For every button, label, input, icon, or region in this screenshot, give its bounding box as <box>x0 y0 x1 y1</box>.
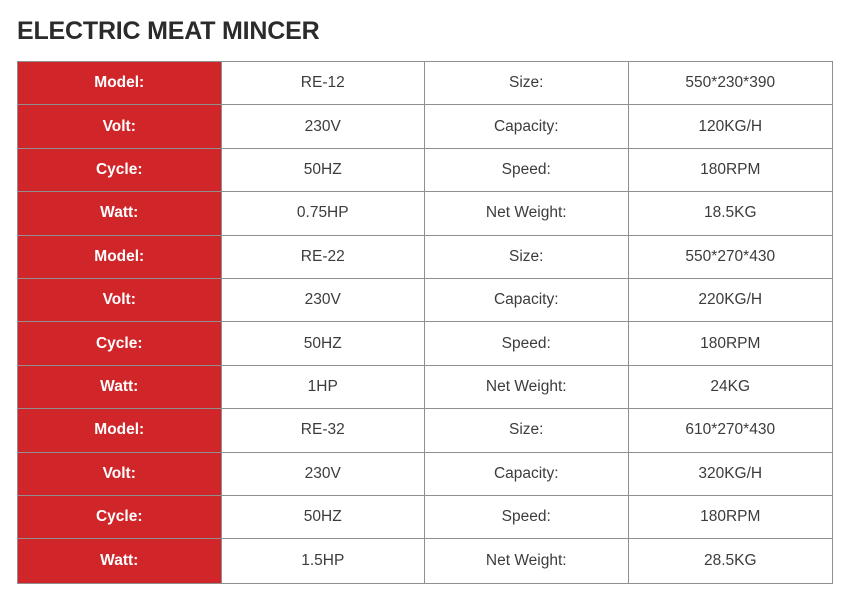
spec-value-cell: 50HZ <box>221 148 425 193</box>
spec-label-cell: Size: <box>425 235 629 279</box>
spec-value-cell: 50HZ <box>221 322 425 366</box>
spec-value-cell: RE-12 <box>221 62 425 106</box>
spec-label-cell: Volt: <box>18 105 222 149</box>
spec-label-cell: Model: <box>18 235 222 279</box>
spec-label-cell: Model: <box>18 62 222 106</box>
spec-table: Model: RE-12 Size: 550*230*390 Volt: 230… <box>17 61 833 584</box>
spec-value-cell: 220KG/H <box>628 278 832 323</box>
spec-label-cell: Capacity: <box>425 452 629 496</box>
table-row: Watt: 0.75HP Net Weight: 18.5KG <box>18 192 832 236</box>
spec-value-cell: 230V <box>221 452 425 496</box>
spec-label-cell: Watt: <box>18 365 222 410</box>
spec-value-cell: 0.75HP <box>221 192 425 236</box>
spec-label-cell: Net Weight: <box>425 192 629 236</box>
spec-label-cell: Cycle: <box>18 148 222 193</box>
table-row: Cycle: 50HZ Speed: 180RPM <box>18 322 832 366</box>
table-row: Cycle: 50HZ Speed: 180RPM <box>18 148 832 193</box>
spec-value-cell: 550*230*390 <box>628 62 832 106</box>
spec-value-cell: RE-32 <box>221 409 425 453</box>
spec-label-cell: Model: <box>18 409 222 453</box>
spec-value-cell: 18.5KG <box>628 192 832 236</box>
spec-label-cell: Net Weight: <box>425 365 629 410</box>
spec-value-cell: 24KG <box>628 365 832 410</box>
spec-value-cell: 320KG/H <box>628 452 832 496</box>
table-row: Model: RE-22 Size: 550*270*430 <box>18 235 832 279</box>
spec-label-cell: Watt: <box>18 192 222 236</box>
spec-value-cell: 1HP <box>221 365 425 410</box>
spec-label-cell: Cycle: <box>18 495 222 540</box>
spec-label-cell: Volt: <box>18 452 222 496</box>
spec-value-cell: 180RPM <box>628 495 832 540</box>
spec-label-cell: Speed: <box>425 322 629 366</box>
table-row: Watt: 1HP Net Weight: 24KG <box>18 365 832 410</box>
spec-value-cell: 550*270*430 <box>628 235 832 279</box>
spec-value-cell: 180RPM <box>628 148 832 193</box>
table-row: Volt: 230V Capacity: 320KG/H <box>18 452 832 496</box>
spec-label-cell: Capacity: <box>425 278 629 323</box>
spec-label-cell: Size: <box>425 409 629 453</box>
spec-value-cell: 1.5HP <box>221 539 425 583</box>
spec-value-cell: 120KG/H <box>628 105 832 149</box>
spec-value-cell: 610*270*430 <box>628 409 832 453</box>
spec-label-cell: Size: <box>425 62 629 106</box>
spec-value-cell: 230V <box>221 278 425 323</box>
page-title: ELECTRIC MEAT MINCER <box>17 17 320 45</box>
spec-label-cell: Speed: <box>425 148 629 193</box>
table-row: Model: RE-32 Size: 610*270*430 <box>18 409 832 453</box>
spec-label-cell: Cycle: <box>18 322 222 366</box>
table-row: Volt: 230V Capacity: 220KG/H <box>18 278 832 323</box>
spec-label-cell: Capacity: <box>425 105 629 149</box>
table-row: Watt: 1.5HP Net Weight: 28.5KG <box>18 539 832 583</box>
spec-label-cell: Watt: <box>18 539 222 583</box>
page: ELECTRIC MEAT MINCER Model: RE-12 Size: … <box>17 17 833 584</box>
spec-value-cell: 180RPM <box>628 322 832 366</box>
spec-label-cell: Net Weight: <box>425 539 629 583</box>
table-row: Model: RE-12 Size: 550*230*390 <box>18 62 832 106</box>
spec-value-cell: 28.5KG <box>628 539 832 583</box>
spec-label-cell: Volt: <box>18 278 222 323</box>
spec-value-cell: 50HZ <box>221 495 425 540</box>
spec-label-cell: Speed: <box>425 495 629 540</box>
spec-value-cell: RE-22 <box>221 235 425 279</box>
table-row: Cycle: 50HZ Speed: 180RPM <box>18 495 832 540</box>
table-row: Volt: 230V Capacity: 120KG/H <box>18 105 832 149</box>
spec-value-cell: 230V <box>221 105 425 149</box>
